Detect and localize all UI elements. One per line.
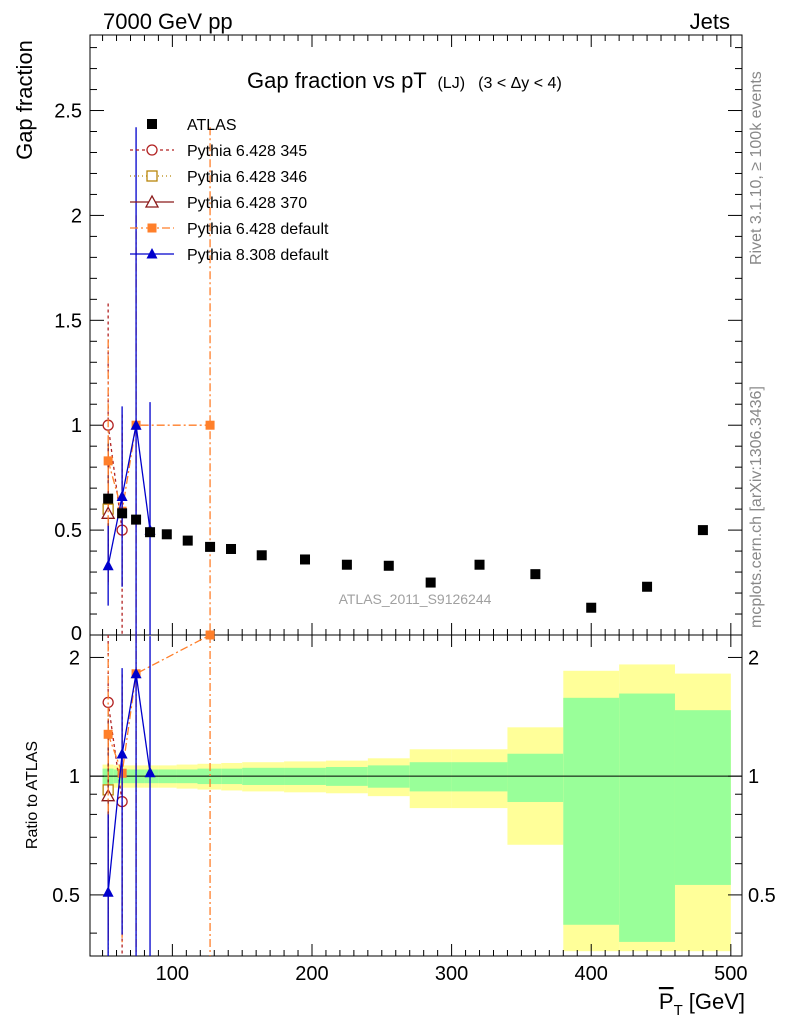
legend-entry: Pythia 6.428 345 (130, 143, 307, 160)
header-left-label: 7000 GeV pp (103, 9, 233, 34)
y-axis-label: Gap fraction (12, 40, 37, 160)
ratio-tick-label-left: 2 (69, 647, 80, 669)
x-tick-label: 500 (714, 963, 747, 985)
series-point-ratio (130, 667, 142, 679)
chart-title-sub: (LJ) (437, 75, 465, 92)
atlas-data-point (117, 508, 128, 519)
legend-entry: Pythia 8.308 default (130, 247, 329, 264)
atlas-data-point (383, 560, 394, 571)
series-point-main (130, 419, 142, 430)
atlas-data-point (145, 527, 156, 538)
atlas-data-point (205, 541, 216, 552)
legend-marker (147, 119, 157, 129)
atlas-data-point (474, 559, 485, 570)
legend-label: Pythia 6.428 345 (187, 143, 307, 160)
y-tick-label: 2 (71, 205, 82, 227)
atlas-data-point (256, 550, 267, 561)
series-point-main (103, 456, 113, 466)
atlas-data-point (341, 559, 352, 570)
ratio-tick-label-right: 1 (748, 766, 759, 788)
x-tick-label: 200 (295, 963, 328, 985)
atlas-data-point (642, 581, 653, 592)
chart-title: Gap fraction vs pT (LJ) (3 < Δy < 4) (247, 68, 562, 93)
chart-title-main: Gap fraction vs pT (247, 68, 426, 93)
ratio-plot-frame (89, 634, 743, 957)
header-right-label: Jets (690, 9, 730, 34)
legend-marker (146, 248, 158, 259)
ratio-tick-label-right: 0.5 (748, 885, 776, 907)
ratio-band-stat (674, 710, 731, 885)
series-line-ratio (107, 673, 151, 893)
series-pythia-8-308-default (102, 127, 156, 956)
legend-entry: Pythia 6.428 default (130, 221, 329, 238)
rivet-version-label: Rivet 3.1.10, ≥ 100k events (748, 71, 765, 265)
axis-ticks: 100 200 300 400 500 0 0.5 1 1.5 2 2.5 0.5 0.5 1 1 2 2 (52, 35, 776, 985)
plot-frames (89, 34, 743, 957)
series-line-ratio (107, 634, 211, 774)
series-point-ratio (205, 630, 215, 640)
atlas-data-point (103, 493, 114, 504)
x-axis-label: PT [GeV] (659, 989, 745, 1019)
legend-marker (146, 170, 158, 182)
atlas-data-point (425, 577, 436, 588)
atlas-data (103, 493, 708, 613)
analysis-watermark: ATLAS_2011_S9126244 (339, 591, 492, 607)
x-tick-label: 100 (156, 963, 189, 985)
ratio-tick-label-left: 1 (69, 766, 80, 788)
ratio-tick-label-right: 2 (748, 647, 759, 669)
series-line-main (107, 425, 151, 566)
legend-marker (147, 223, 157, 233)
series-point-ratio (116, 748, 128, 759)
chart-title-condition: (3 < Δy < 4) (478, 75, 562, 92)
series-point-main (102, 559, 114, 571)
series-point-ratio (103, 729, 113, 739)
atlas-data-point (697, 525, 708, 536)
series-pythia-6-428-345 (102, 303, 128, 956)
ratio-y-axis-label: Ratio to ATLAS (24, 741, 41, 849)
series-point-main (205, 420, 215, 430)
y-tick-label: 0 (71, 623, 82, 645)
ratio-band-stat (409, 762, 452, 792)
legend-marker (144, 194, 160, 208)
legend-label: Pythia 6.428 370 (187, 195, 307, 212)
x-axis-label-main: P (659, 989, 674, 1014)
atlas-data-point (182, 535, 193, 546)
series-point-ratio (102, 886, 114, 897)
ratio-uncertainty-bands (90, 664, 742, 952)
legend-label: Pythia 6.428 346 (187, 169, 307, 186)
legend-entry: ATLAS (147, 117, 237, 134)
atlas-data-point (586, 602, 597, 613)
atlas-data-point (300, 554, 311, 565)
y-tick-label: 1.5 (54, 310, 82, 332)
legend: ATLAS Pythia 6.428 345 Pythia 6.428 346 Pyt… (130, 117, 329, 264)
y-tick-label: 2.5 (54, 101, 82, 123)
mcplots-label: mcplots.cern.ch [arXiv:1306.3436] (748, 386, 765, 628)
series-point-main (116, 490, 128, 502)
atlas-data-point (226, 543, 237, 554)
x-axis-label-unit: [GeV] (689, 989, 745, 1014)
x-tick-label: 400 (575, 963, 608, 985)
legend-label: Pythia 6.428 default (187, 221, 329, 238)
x-axis-label-sub: T (674, 1002, 683, 1019)
atlas-data-point (161, 529, 172, 540)
legend-entry: Pythia 6.428 346 (130, 169, 307, 186)
y-tick-label: 0.5 (54, 520, 82, 542)
x-tick-label: 300 (435, 963, 468, 985)
ratio-band-stat (507, 753, 564, 803)
ratio-band-stat (619, 693, 675, 942)
legend-entry: Pythia 6.428 370 (130, 194, 307, 212)
atlas-data-point (131, 514, 142, 525)
series-line-main (107, 424, 211, 512)
ratio-band-stat (451, 762, 508, 792)
ratio-band-stat (563, 697, 620, 925)
y-tick-label: 1 (71, 415, 82, 437)
atlas-data-point (530, 569, 541, 580)
legend-marker (146, 144, 158, 156)
ratio-tick-label-left: 0.5 (52, 885, 80, 907)
series-point-ratio (144, 766, 156, 778)
legend-label: Pythia 8.308 default (187, 247, 329, 264)
legend-label: ATLAS (187, 117, 237, 134)
